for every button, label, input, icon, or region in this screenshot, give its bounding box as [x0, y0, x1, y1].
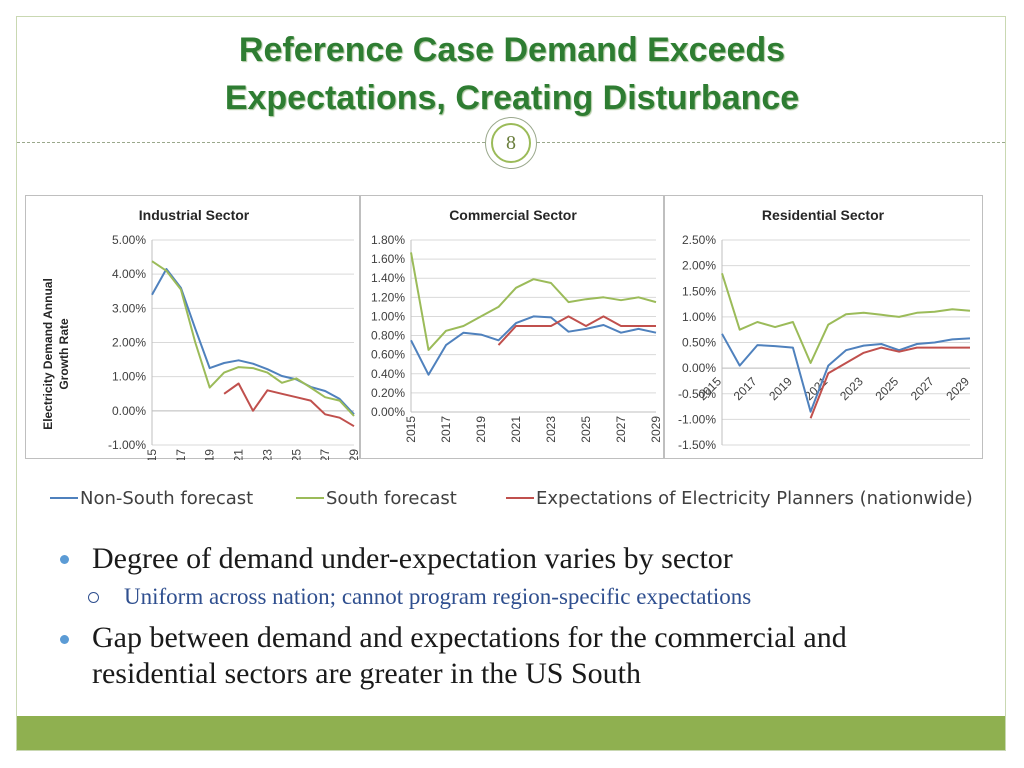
legend-item-south: South forecast — [296, 486, 457, 512]
industrial-sector-xtick-label: 2019 — [203, 449, 217, 460]
residential-sector-ytick-label: 0.50% — [682, 336, 716, 350]
legend-line-non-south — [50, 497, 78, 499]
legend-label-south: South forecast — [326, 488, 457, 509]
commercial-sector-series-expectations-of-electricity-planners-nationwide — [497, 315, 656, 346]
commercial-sector-ytick-label: 1.80% — [371, 233, 405, 247]
residential-sector-series-expectations-of-electricity-planners-nationwide — [809, 346, 970, 419]
commercial-sector-ytick-label: 0.60% — [371, 348, 405, 362]
residential-sector-xtick-label: 2025 — [872, 374, 901, 403]
residential-sector-ytick-label: -0.50% — [678, 387, 716, 401]
industrial-sector-ytick-label: 5.00% — [112, 233, 146, 247]
slide-title-line2: Expectations, Creating Disturbance — [224, 79, 800, 117]
residential-sector-xtick-label: 2017 — [731, 374, 760, 403]
commercial-sector-xtick-label: 2027 — [614, 416, 628, 443]
commercial-sector-ytick-label: 1.60% — [371, 252, 405, 266]
residential-sector-title: Residential Sector — [762, 207, 885, 223]
industrial-sector-xtick-label: 2025 — [289, 449, 303, 460]
sub-bullet-1-text: Uniform across nation; cannot program re… — [124, 584, 752, 609]
commercial-sector-ytick-label: 0.20% — [371, 386, 405, 400]
industrial-sector-title: Industrial Sector — [139, 207, 250, 223]
bullet-dot-icon — [60, 635, 69, 644]
slide-title: Reference Case Demand Exceeds Expectatio… — [0, 26, 1024, 122]
commercial-sector-ytick-label: 1.20% — [371, 290, 405, 304]
commercial-sector-xtick-label: 2029 — [649, 416, 663, 443]
legend-item-expectations: Expectations of Electricity Planners (na… — [506, 486, 973, 512]
residential-sector-xtick-label: 2019 — [766, 374, 795, 403]
commercial-sector-series-south-forecast — [410, 252, 657, 351]
industrial-sector-ylabel-line2: Growth Rate — [57, 318, 71, 390]
industrial-sector-xtick-label: 2023 — [260, 449, 274, 460]
bullet-1-text: Degree of demand under-expectation varie… — [92, 542, 733, 575]
residential-sector-ytick-label: 2.50% — [682, 233, 716, 247]
legend-line-south — [296, 497, 324, 499]
commercial-sector-xtick-label: 2023 — [544, 416, 558, 443]
slide-number: 8 — [491, 123, 531, 163]
industrial-sector-series-south-forecast — [151, 260, 355, 417]
industrial-sector-ylabel: Electricity Demand Annual Growth Rate — [41, 278, 71, 430]
residential-sector-ytick-label: -1.00% — [678, 412, 716, 426]
commercial-sector-ytick-label: 1.00% — [371, 309, 405, 323]
industrial-sector-xtick-label: 2027 — [318, 449, 332, 460]
industrial-sector-ytick-label: 4.00% — [112, 267, 146, 281]
commercial-sector-xtick-label: 2019 — [474, 416, 488, 443]
industrial-sector-ytick-label: 0.00% — [112, 404, 146, 418]
industrial-sector-ylabel-line1: Electricity Demand Annual — [41, 278, 55, 430]
residential-sector-series-south-forecast — [721, 273, 971, 364]
commercial-sector-ytick-label: 0.40% — [371, 367, 405, 381]
industrial-sector-ytick-label: 3.00% — [112, 301, 146, 315]
residential-sector-series-non-south-forecast — [721, 333, 971, 413]
legend-label-non-south: Non-South forecast — [80, 488, 254, 509]
industrial-sector-xtick-label: 2021 — [232, 449, 246, 460]
commercial-sector-xtick-label: 2017 — [439, 416, 453, 443]
industrial-sector-ytick-label: 1.00% — [112, 370, 146, 384]
residential-sector-xtick-label: 2027 — [908, 374, 937, 403]
industrial-sector-xtick-label: 2029 — [347, 449, 361, 460]
footer-bar — [17, 716, 1005, 750]
commercial-sector-series-non-south-forecast — [410, 315, 657, 376]
commercial-sector-ytick-label: 0.80% — [371, 329, 405, 343]
commercial-sector-xtick-label: 2021 — [509, 416, 523, 443]
residential-sector-ytick-label: 0.00% — [682, 361, 716, 375]
sub-bullet-circle-icon — [88, 592, 99, 603]
residential-sector-ytick-label: -1.50% — [678, 438, 716, 452]
legend-item-non-south: Non-South forecast — [50, 486, 253, 512]
commercial-sector-xtick-label: 2025 — [579, 416, 593, 443]
commercial-sector-xtick-label: 2015 — [404, 416, 418, 443]
residential-sector-xtick-label: 2023 — [837, 374, 866, 403]
industrial-sector-series-expectations-of-electricity-planners-nationwide — [223, 382, 355, 428]
industrial-chart-svg: Industrial Sector -1.00% 0.00% 1.00% 2.00% 3.… — [41, 207, 361, 460]
commercial-chart: Commercial Sector 0.00% 0.20% 0.40% 0.60% 0.8… — [360, 195, 664, 459]
legend-line-expectations — [506, 497, 534, 499]
residential-sector-ytick-label: 1.50% — [682, 284, 716, 298]
commercial-chart-svg: Commercial Sector 0.00% 0.20% 0.40% 0.60% 0.8… — [371, 207, 663, 443]
residential-sector-ytick-label: 2.00% — [682, 259, 716, 273]
industrial-sector-ytick-label: -1.00% — [108, 438, 146, 452]
bullet-2-text: Gap between demand and expectations for … — [92, 621, 847, 690]
commercial-sector-ytick-label: 0.00% — [371, 405, 405, 419]
industrial-sector-series-non-south-forecast — [151, 268, 355, 415]
residential-chart-svg: Residential Sector -1.50% -1.00% -0.50% 0.00… — [678, 207, 972, 452]
slide-title-line1: Reference Case Demand Exceeds — [238, 31, 786, 69]
commercial-sector-title: Commercial Sector — [449, 207, 577, 223]
industrial-sector-ytick-label: 2.00% — [112, 336, 146, 350]
industrial-sector-xtick-label: 2015 — [145, 449, 159, 460]
residential-chart: Residential Sector -1.50% -1.00% -0.50% 0.00… — [664, 195, 983, 459]
bullet-dot-icon — [60, 555, 69, 564]
legend-label-expectations: Expectations of Electricity Planners (na… — [536, 488, 973, 509]
slide-number-badge: 8 — [485, 117, 537, 169]
residential-sector-xtick-label: 2029 — [943, 374, 972, 403]
industrial-chart: Industrial Sector -1.00% 0.00% 1.00% 2.00% 3.… — [25, 195, 361, 460]
commercial-sector-ytick-label: 1.40% — [371, 271, 405, 285]
residential-sector-ytick-label: 1.00% — [682, 310, 716, 324]
industrial-sector-xtick-label: 2017 — [174, 449, 188, 460]
